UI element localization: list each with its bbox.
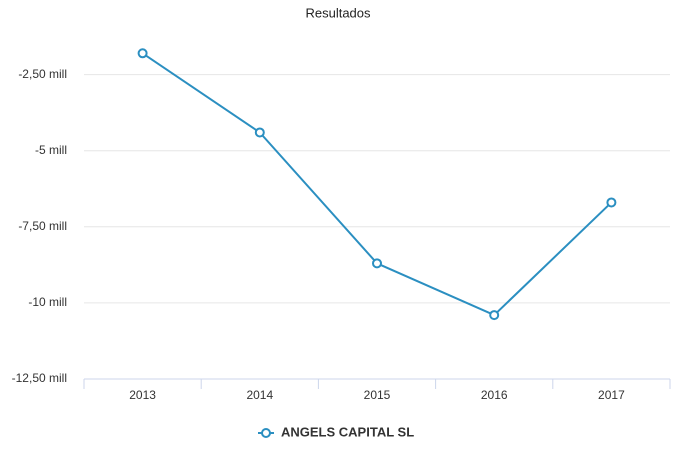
point bbox=[254, 127, 265, 138]
y-tick-label: -5 mill bbox=[35, 143, 67, 157]
point bbox=[606, 197, 617, 208]
legend-label: ANGELS CAPITAL SL bbox=[281, 424, 414, 439]
chart-title: Resultados bbox=[305, 5, 371, 20]
x-tick-label: 2014 bbox=[246, 388, 273, 402]
point bbox=[372, 258, 382, 269]
point bbox=[137, 48, 148, 59]
y-tick-label: -2,50 mill bbox=[18, 67, 67, 81]
x-tick-label: 2013 bbox=[129, 388, 156, 402]
legend-marker bbox=[261, 428, 271, 438]
y-tick-label: -12,50 mill bbox=[12, 371, 67, 385]
y-tick-label: -7,50 mill bbox=[18, 219, 67, 233]
line bbox=[142, 52, 613, 317]
x-tick-label: 2015 bbox=[364, 388, 391, 402]
y-tick-label: -10 mill bbox=[28, 295, 67, 309]
point bbox=[489, 310, 500, 321]
x-tick-label: 2016 bbox=[481, 388, 508, 402]
x-tick-label: 2017 bbox=[598, 388, 625, 402]
